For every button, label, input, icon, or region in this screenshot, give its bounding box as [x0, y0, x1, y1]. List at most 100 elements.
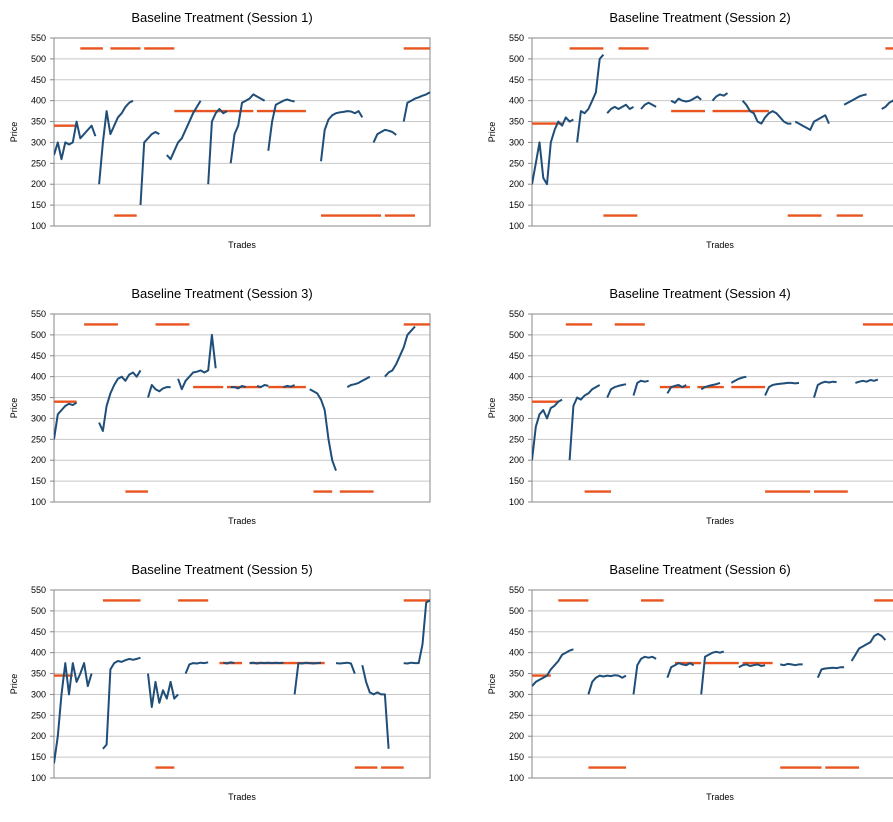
- price-segment: [764, 381, 800, 396]
- plot-frame: [531, 37, 893, 227]
- price-segment: [372, 128, 397, 143]
- y-tick-label: 150: [509, 476, 524, 486]
- y-tick-label: 350: [509, 393, 524, 403]
- price-segment: [606, 383, 627, 399]
- y-tick-label: 250: [509, 710, 524, 720]
- y-tick-label: 550: [509, 309, 524, 319]
- price-segment: [166, 100, 202, 161]
- y-tick-label: 400: [509, 96, 524, 106]
- y-tick-label: 300: [31, 413, 46, 423]
- price-segment: [267, 98, 295, 151]
- chart-svg: Baseline Treatment (Session 1) 100 150 200 2…: [9, 10, 431, 250]
- y-tick-label: 500: [509, 330, 524, 340]
- price-segment: [147, 384, 171, 398]
- price-segment: [568, 384, 601, 461]
- chart-title: Baseline Treatment (Session 2): [609, 10, 790, 25]
- y-tick-label: 150: [509, 752, 524, 762]
- price-segment: [843, 93, 867, 106]
- price-segment: [222, 661, 235, 665]
- price-segment: [249, 661, 284, 665]
- price-segment: [207, 108, 228, 185]
- y-tick-label: 350: [509, 117, 524, 127]
- y-tick-label: 350: [31, 669, 46, 679]
- y-tick-label: 100: [31, 773, 46, 783]
- price-segment: [229, 93, 266, 164]
- y-tick-label: 550: [509, 33, 524, 43]
- price-segment: [54, 120, 97, 161]
- price-segment: [293, 661, 322, 695]
- y-tick-label: 250: [509, 434, 524, 444]
- price-segment: [403, 599, 431, 665]
- chart-svg: Baseline Treatment (Session 2) 100 150 200 2…: [487, 10, 893, 250]
- y-tick-label: 450: [31, 627, 46, 637]
- y-tick-label: 100: [31, 221, 46, 231]
- price-segment: [102, 656, 141, 750]
- y-axis-label: Price: [487, 398, 497, 419]
- plot-frame: [531, 589, 893, 779]
- chart-svg: Baseline Treatment (Session 5) 100 150 200 2…: [9, 562, 431, 802]
- y-tick-label: 350: [31, 117, 46, 127]
- y-tick-label: 450: [509, 75, 524, 85]
- y-axis-label: Price: [9, 674, 19, 695]
- y-tick-label: 200: [31, 731, 46, 741]
- x-axis-label: Trades: [706, 516, 734, 526]
- chart-title: Baseline Treatment (Session 4): [609, 286, 790, 301]
- y-tick-label: 150: [509, 200, 524, 210]
- price-segment: [632, 655, 657, 695]
- y-tick-label: 500: [31, 606, 46, 616]
- price-segment: [361, 664, 390, 749]
- price-segment: [711, 92, 729, 102]
- y-tick-label: 550: [31, 33, 46, 43]
- price-segment: [816, 666, 845, 679]
- chart-title: Baseline Treatment (Session 3): [131, 286, 312, 301]
- y-tick-label: 550: [31, 585, 46, 595]
- price-segment: [730, 375, 747, 384]
- x-axis-label: Trades: [228, 792, 256, 802]
- y-axis-label: Price: [487, 122, 497, 143]
- y-tick-label: 400: [509, 648, 524, 658]
- y-tick-label: 300: [509, 413, 524, 423]
- y-tick-label: 200: [509, 179, 524, 189]
- y-tick-label: 300: [31, 689, 46, 699]
- price-segment: [54, 401, 78, 440]
- y-tick-label: 450: [509, 351, 524, 361]
- price-segment: [98, 369, 142, 432]
- y-tick-label: 200: [31, 455, 46, 465]
- chart-svg: Baseline Treatment (Session 4) 100 150 200 2…: [487, 286, 893, 526]
- price-segment: [283, 384, 296, 389]
- y-tick-label: 400: [31, 96, 46, 106]
- y-tick-label: 100: [509, 497, 524, 507]
- chart-title: Baseline Treatment (Session 6): [609, 562, 790, 577]
- y-tick-label: 100: [31, 497, 46, 507]
- y-tick-label: 500: [509, 606, 524, 616]
- price-segment: [384, 325, 416, 378]
- plot-frame: [53, 313, 431, 503]
- y-tick-label: 300: [509, 137, 524, 147]
- price-segment: [670, 95, 702, 104]
- price-segment: [139, 131, 160, 206]
- price-segment: [700, 650, 725, 695]
- y-tick-label: 200: [509, 455, 524, 465]
- price-segment: [813, 380, 837, 398]
- y-tick-label: 150: [31, 200, 46, 210]
- price-segment: [256, 384, 269, 389]
- y-tick-label: 150: [31, 752, 46, 762]
- price-segment: [850, 632, 887, 662]
- y-tick-label: 100: [509, 773, 524, 783]
- y-tick-label: 200: [509, 731, 524, 741]
- y-axis-label: Price: [9, 398, 19, 419]
- price-segment: [335, 661, 356, 674]
- chart-svg: Baseline Treatment (Session 3) 100 150 200 2…: [9, 286, 431, 526]
- price-segment: [881, 99, 893, 110]
- plot-frame: [53, 37, 431, 227]
- price-segment: [98, 99, 134, 185]
- price-segment: [576, 54, 605, 143]
- price-segment: [532, 648, 574, 687]
- y-tick-label: 400: [31, 648, 46, 658]
- price-segment: [320, 110, 364, 162]
- price-segment: [587, 674, 627, 695]
- price-segment: [741, 100, 792, 125]
- price-segment: [632, 379, 649, 396]
- price-segment: [779, 662, 803, 667]
